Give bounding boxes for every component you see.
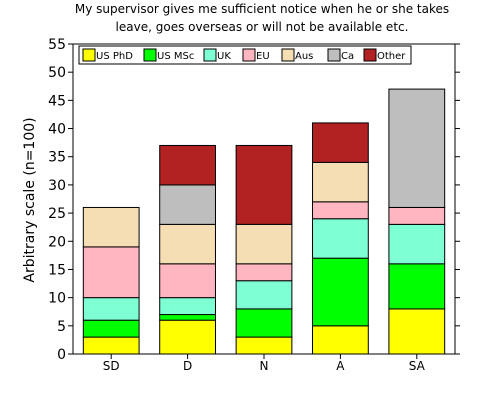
bar-segment — [82, 297, 140, 321]
y-tick-label: 55 — [48, 37, 66, 53]
chart-title-line-1: My supervisor gives me sufficient notice… — [75, 2, 449, 16]
y-tick-label: 10 — [48, 291, 66, 307]
y-tick-label: 45 — [48, 93, 66, 109]
bar-segment — [312, 257, 369, 327]
legend-label: US PhD — [96, 51, 133, 62]
bar-segment — [388, 206, 446, 225]
legend-swatch — [327, 48, 341, 62]
bar-segment — [159, 319, 216, 355]
bar-segment — [235, 336, 293, 355]
bar-segment — [235, 280, 293, 310]
bar-segment — [388, 308, 446, 355]
y-tick-label: 20 — [48, 234, 66, 250]
bar-segment — [312, 161, 369, 203]
bar-segment — [159, 263, 216, 299]
x-tick-label: N — [260, 359, 269, 373]
legend-label: Aus — [295, 51, 313, 62]
bar-segment — [312, 325, 369, 355]
legend-swatch — [281, 48, 295, 62]
legend-label: US MSc — [157, 51, 194, 62]
legend-label: Other — [377, 51, 406, 62]
bar-segment — [312, 201, 369, 220]
bar-segment — [82, 246, 140, 299]
bar-segment — [159, 297, 216, 316]
bar-segment — [312, 218, 369, 259]
legend-swatch — [242, 48, 256, 62]
x-tick-label: A — [336, 359, 345, 373]
y-tick-label: 50 — [48, 65, 66, 81]
y-tick-label: 30 — [48, 178, 66, 194]
bar-segment — [312, 122, 369, 163]
bar-segment — [235, 308, 293, 338]
bar-segment — [82, 336, 140, 355]
bar-segment — [388, 88, 446, 208]
y-tick-label: 35 — [48, 150, 66, 166]
x-tick-label: SD — [103, 359, 120, 373]
chart-title-line-2: leave, goes overseas or will not be avai… — [116, 20, 409, 34]
legend-swatch — [203, 48, 217, 62]
y-tick-label: 15 — [48, 262, 66, 278]
y-axis-title: Arbitrary scale (n=100) — [22, 117, 38, 282]
y-tick-label: 40 — [48, 122, 66, 138]
x-tick-label: D — [183, 359, 192, 373]
legend-label: EU — [256, 51, 270, 62]
bar-segment — [159, 314, 216, 321]
bar-segment — [82, 206, 140, 248]
x-tick-label: SA — [409, 359, 426, 373]
bar-segment — [159, 223, 216, 265]
bar-segment — [388, 223, 446, 265]
y-tick-label: 0 — [57, 347, 66, 363]
y-tick-label: 25 — [48, 206, 66, 222]
y-tick-label: 5 — [57, 319, 66, 335]
legend-swatch — [82, 48, 96, 62]
bar-segment — [235, 144, 293, 225]
bar-segment — [159, 144, 216, 186]
legend-swatch — [143, 48, 157, 62]
legend-swatch — [363, 48, 377, 62]
bar-segment — [235, 223, 293, 265]
bar-segment — [235, 263, 293, 282]
bar-segment — [82, 319, 140, 338]
bar-segment — [388, 263, 446, 310]
bar-segment — [159, 184, 216, 225]
legend-label: Ca — [341, 51, 354, 62]
legend-label: UK — [217, 51, 231, 62]
